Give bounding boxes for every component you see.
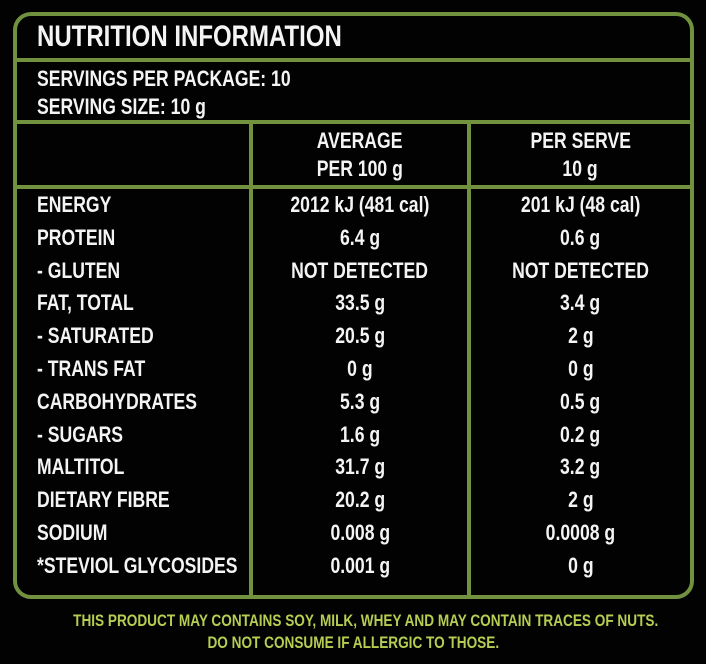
table-header-row: AVERAGE PER 100 g PER SERVE 10 g	[17, 124, 690, 189]
serving-size: SERVING SIZE: 10 g	[37, 94, 206, 119]
nutrient-label-dietary-fibre: DIETARY FIBRE	[37, 487, 170, 513]
avg-value-maltitol: 31.7 g	[335, 454, 385, 480]
label-title: NUTRITION INFORMATION	[37, 20, 342, 53]
serve-value-sugars: 0.2 g	[560, 421, 601, 447]
serve-value-maltitol: 3.2 g	[560, 454, 601, 480]
nutrient-label-carbohydrates: CARBOHYDRATES	[37, 388, 198, 414]
nutrient-label-maltitol: MALTITOL	[37, 454, 125, 480]
per-serve-column: 201 kJ (48 cal) 0.6 g NOT DETECTED 3.4 g…	[467, 189, 690, 595]
nutrient-label-trans-fat: - TRANS FAT	[37, 355, 146, 381]
avg-value-gluten: NOT DETECTED	[291, 257, 429, 283]
nutrient-label-saturated: - SATURATED	[37, 323, 154, 349]
avg-value-steviol-glycosides: 0.001 g	[330, 552, 390, 578]
avg-value-saturated: 20.5 g	[335, 323, 385, 349]
nutrient-label-column: ENERGY PROTEIN - GLUTEN FAT, TOTAL - SAT…	[17, 189, 249, 595]
label-title-bar: NUTRITION INFORMATION	[17, 16, 690, 62]
serve-value-carbohydrates: 0.5 g	[560, 388, 601, 414]
nutrient-label-steviol-glycosides: *STEVIOL GLYCOSIDES	[37, 552, 238, 578]
nutrient-label-energy: ENERGY	[37, 192, 112, 217]
header-average-line2: PER 100 g	[316, 155, 404, 181]
header-per-serve-line2: 10 g	[562, 155, 599, 181]
serve-value-gluten: NOT DETECTED	[512, 257, 649, 283]
average-per-100g-column: 2012 kJ (481 cal) 6.4 g NOT DETECTED 33.…	[249, 189, 467, 595]
servings-per-package: SERVINGS PER PACKAGE: 10	[37, 66, 291, 91]
avg-value-protein: 6.4 g	[339, 224, 381, 250]
header-average-per-100g: AVERAGE PER 100 g	[249, 124, 467, 185]
serve-value-protein: 0.6 g	[560, 224, 601, 250]
avg-value-carbohydrates: 5.3 g	[339, 388, 381, 414]
servings-section: SERVINGS PER PACKAGE: 10 SERVING SIZE: 1…	[17, 62, 690, 124]
avg-value-trans-fat: 0 g	[347, 355, 373, 381]
nutrient-label-fat-total: FAT, TOTAL	[37, 290, 134, 316]
nutrient-label-protein: PROTEIN	[37, 224, 116, 250]
table-body: ENERGY PROTEIN - GLUTEN FAT, TOTAL - SAT…	[17, 189, 690, 595]
avg-value-sugars: 1.6 g	[339, 421, 381, 447]
header-per-serve: PER SERVE 10 g	[467, 124, 690, 185]
serve-value-sodium: 0.0008 g	[545, 519, 616, 545]
serve-value-saturated: 2 g	[567, 323, 594, 349]
allergen-warning-line2: DO NOT CONSUME IF ALLERGIC TO THOSE.	[207, 633, 499, 652]
avg-value-dietary-fibre: 20.2 g	[335, 487, 385, 513]
header-blank-cell	[17, 124, 249, 185]
header-average-line1: AVERAGE	[317, 127, 403, 153]
nutrient-label-sodium: SODIUM	[37, 519, 108, 545]
allergen-warning: THIS PRODUCT MAY CONTAINS SOY, MILK, WHE…	[0, 610, 706, 654]
avg-value-fat-total: 33.5 g	[335, 290, 385, 316]
header-per-serve-line1: PER SERVE	[530, 127, 631, 153]
nutrient-label-gluten: - GLUTEN	[37, 257, 121, 283]
serve-value-fat-total: 3.4 g	[560, 290, 601, 316]
serve-value-trans-fat: 0 g	[567, 355, 594, 381]
allergen-warning-line1: THIS PRODUCT MAY CONTAINS SOY, MILK, WHE…	[73, 611, 659, 630]
serve-value-dietary-fibre: 2 g	[567, 487, 594, 513]
avg-value-energy: 2012 kJ (481 cal)	[290, 192, 430, 217]
serve-value-steviol-glycosides: 0 g	[567, 552, 594, 578]
avg-value-sodium: 0.008 g	[330, 519, 390, 545]
nutrient-label-sugars: - SUGARS	[37, 421, 124, 447]
serve-value-energy: 201 kJ (48 cal)	[520, 192, 641, 217]
nutrition-label-box: NUTRITION INFORMATION SERVINGS PER PACKA…	[13, 12, 694, 599]
